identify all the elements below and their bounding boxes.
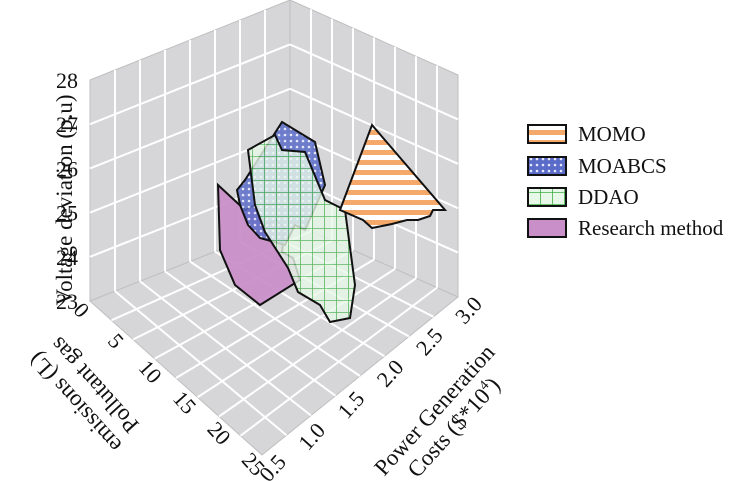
floor-gridline [196, 268, 396, 399]
legend-item-research-method: Research method [527, 216, 724, 240]
series-momo-polygon [338, 123, 448, 230]
left-wall-horizontal-gridline [89, 43, 291, 126]
z-tick-label: 26 [56, 156, 78, 181]
legend-label-moabcs: MOABCS [578, 154, 667, 178]
left-wall-horizontal-gridline [89, 87, 291, 170]
legend-swatch-moabcs [527, 156, 567, 176]
legend-item-momo: MOMO [527, 122, 646, 146]
z-tick-label: 24 [56, 245, 78, 270]
z-tick-label: 23 [56, 289, 78, 314]
legend-label-momo: MOMO [578, 122, 646, 146]
floor-gridline [218, 277, 417, 418]
y-tick-label: 5 [103, 328, 129, 353]
z-tick-label: 27 [56, 112, 78, 137]
legend: MOMO MOABCS DDAO Research method [527, 122, 724, 240]
legend-item-moabcs: MOABCS [527, 154, 667, 178]
right-wall-horizontal-gridline [289, 43, 459, 121]
legend-item-ddao: DDAO [527, 185, 639, 209]
z-tick-label: 28 [56, 68, 78, 93]
z-tick-label: 25 [56, 201, 78, 226]
series-ddao-polygon [246, 133, 357, 324]
legend-swatch-ddao [527, 187, 567, 207]
legend-swatch-momo [527, 124, 567, 144]
legend-label-research-method: Research method [578, 216, 724, 240]
floor-gridline [239, 286, 438, 437]
legend-label-ddao: DDAO [578, 185, 639, 209]
legend-swatch-research-method [527, 218, 567, 238]
z-axis-title: Voltage deviation (p.u) [52, 95, 77, 306]
